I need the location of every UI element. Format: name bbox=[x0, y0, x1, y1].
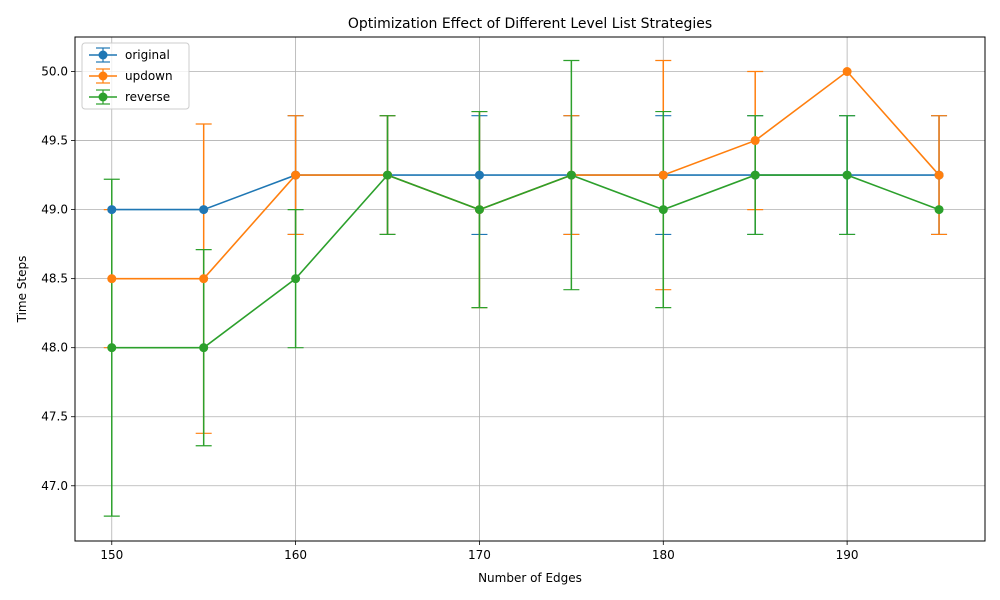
x-tick-label: 170 bbox=[468, 548, 491, 562]
x-axis-label: Number of Edges bbox=[478, 571, 582, 585]
plot-frame bbox=[74, 36, 986, 542]
legend-marker bbox=[98, 92, 108, 102]
y-axis-label: Time Steps bbox=[15, 256, 29, 324]
reverse-line bbox=[111, 174, 940, 349]
legend-label: reverse bbox=[125, 90, 170, 104]
x-tick-label: 150 bbox=[100, 548, 123, 562]
updown-point bbox=[842, 67, 852, 77]
y-tick-label: 49.0 bbox=[41, 203, 68, 217]
reverse-point bbox=[566, 170, 576, 180]
y-tick-label: 47.0 bbox=[41, 479, 68, 493]
chart-title: Optimization Effect of Different Level L… bbox=[348, 16, 712, 32]
reverse-point bbox=[842, 170, 852, 180]
y-axis-ticks: 47.0 47.5 48.0 48.5 49.0 49.5 50.0 bbox=[41, 65, 75, 493]
original-point bbox=[474, 170, 484, 180]
data-points bbox=[107, 67, 944, 353]
legend-label: original bbox=[125, 48, 170, 62]
updown-point bbox=[107, 274, 117, 284]
reverse-point bbox=[934, 205, 944, 215]
reverse-point bbox=[658, 205, 668, 215]
original-point bbox=[107, 205, 117, 215]
updown-point bbox=[658, 170, 668, 180]
legend-marker bbox=[98, 50, 108, 60]
x-tick-label: 190 bbox=[836, 548, 859, 562]
y-tick-label: 47.5 bbox=[41, 410, 68, 424]
reverse-point bbox=[107, 343, 117, 353]
series-lines bbox=[111, 70, 940, 349]
x-tick-label: 180 bbox=[652, 548, 675, 562]
reverse-point bbox=[383, 170, 393, 180]
legend-box bbox=[81, 42, 190, 110]
y-tick-label: 48.0 bbox=[41, 341, 68, 355]
original-point bbox=[199, 205, 209, 215]
y-tick-label: 49.5 bbox=[41, 134, 68, 148]
x-tick-label: 160 bbox=[284, 548, 307, 562]
y-tick-label: 48.5 bbox=[41, 272, 68, 286]
updown-point bbox=[199, 274, 209, 284]
reverse-point bbox=[291, 274, 301, 284]
legend-marker bbox=[98, 71, 108, 81]
reverse-point bbox=[199, 343, 209, 353]
updown-point bbox=[750, 136, 760, 146]
updown-point bbox=[291, 170, 301, 180]
reverse-point bbox=[474, 205, 484, 215]
legend-label: updown bbox=[125, 69, 173, 83]
x-axis-ticks: 150 160 170 180 190 bbox=[100, 541, 859, 562]
y-tick-label: 50.0 bbox=[41, 65, 68, 79]
updown-point bbox=[934, 170, 944, 180]
legend: original updown reverse bbox=[81, 42, 190, 110]
reverse-point bbox=[750, 170, 760, 180]
